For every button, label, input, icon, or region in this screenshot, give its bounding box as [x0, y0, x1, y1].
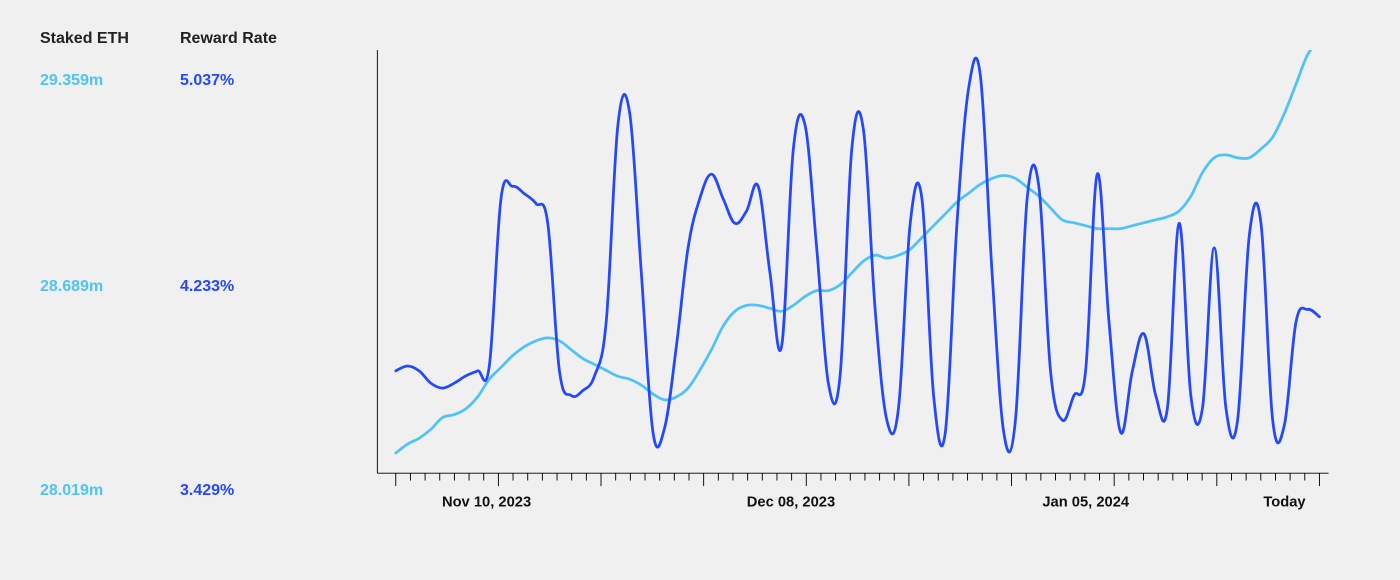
svg-text:Jan 05, 2024: Jan 05, 2024 [1042, 494, 1130, 510]
reward-mid: 4.233% [180, 278, 320, 296]
y-axis-labels: Staked ETH Reward Rate 29.359m 5.037% 28… [40, 30, 320, 68]
svg-text:Nov 10, 2023: Nov 10, 2023 [442, 494, 531, 510]
reward-header: Reward Rate [180, 30, 320, 48]
x-labels: Nov 10, 2023 Dec 08, 2023 Jan 05, 2024 Toda… [442, 494, 1306, 510]
x-ticks [396, 473, 1320, 486]
line-chart: Nov 10, 2023 Dec 08, 2023 Jan 05, 2024 Toda… [336, 50, 1370, 510]
reward-max: 5.037% [180, 72, 320, 90]
svg-text:Today: Today [1263, 494, 1306, 510]
svg-text:Dec 08, 2023: Dec 08, 2023 [747, 494, 835, 510]
staked-mid: 28.689m [40, 278, 180, 296]
staked-header: Staked ETH [40, 30, 180, 48]
staked-min: 28.019m [40, 482, 180, 500]
chart-container: Staked ETH Reward Rate 29.359m 5.037% 28… [0, 0, 1400, 580]
reward-min: 3.429% [180, 482, 320, 500]
reward-line [396, 58, 1320, 452]
staked-max: 29.359m [40, 72, 180, 90]
